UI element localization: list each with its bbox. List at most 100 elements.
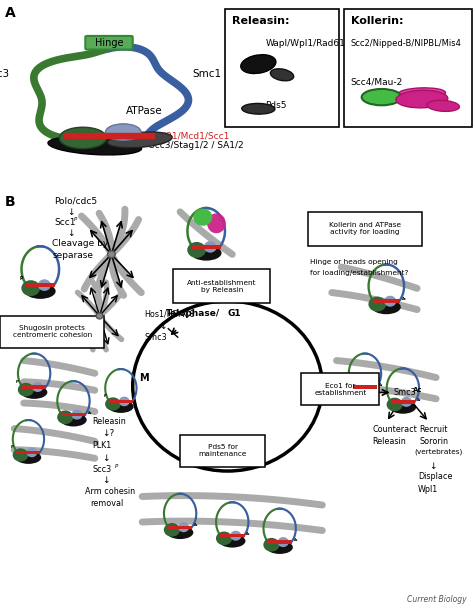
Ellipse shape [178, 522, 189, 532]
Text: Scc3/Stag1/2 / SA1/2: Scc3/Stag1/2 / SA1/2 [149, 141, 244, 150]
Text: Scc2/Nipped-B/NIPBL/Mis4: Scc2/Nipped-B/NIPBL/Mis4 [351, 39, 462, 48]
Text: Anti-establishment
by Releasin: Anti-establishment by Releasin [187, 280, 256, 293]
Ellipse shape [372, 300, 401, 314]
Ellipse shape [278, 537, 289, 547]
Ellipse shape [363, 382, 374, 392]
Text: Hinge or heads opening: Hinge or heads opening [310, 259, 398, 265]
Text: ↓?: ↓? [102, 429, 114, 438]
Text: Displace: Displace [418, 472, 453, 481]
Text: Counteract: Counteract [372, 425, 417, 434]
Ellipse shape [349, 383, 365, 396]
Ellipse shape [396, 90, 448, 108]
Ellipse shape [72, 410, 82, 419]
Text: Ac: Ac [194, 523, 199, 527]
Ellipse shape [266, 541, 293, 554]
Ellipse shape [191, 245, 221, 260]
Ellipse shape [187, 242, 206, 258]
Ellipse shape [60, 413, 87, 427]
Text: Kollerin and ATPase
activity for loading: Kollerin and ATPase activity for loading [329, 222, 401, 236]
Ellipse shape [105, 398, 121, 410]
Ellipse shape [207, 214, 226, 233]
Text: Eco1 for
establishment: Eco1 for establishment [314, 382, 366, 396]
FancyArrow shape [26, 283, 55, 287]
Text: Sororin: Sororin [419, 437, 448, 446]
Text: Ac: Ac [294, 538, 298, 542]
Text: Ac: Ac [402, 297, 407, 301]
Text: Scc4/Mau-2: Scc4/Mau-2 [351, 78, 403, 87]
Text: Smc3: Smc3 [393, 388, 416, 397]
Ellipse shape [21, 385, 47, 399]
Text: G2: G2 [220, 453, 235, 463]
FancyBboxPatch shape [308, 212, 422, 246]
Text: S: S [307, 390, 315, 399]
Ellipse shape [16, 451, 41, 464]
Ellipse shape [38, 279, 51, 291]
Ellipse shape [216, 532, 232, 545]
Ellipse shape [167, 526, 193, 539]
Ellipse shape [27, 447, 37, 457]
Ellipse shape [387, 398, 403, 412]
Text: Smc1: Smc1 [192, 69, 221, 79]
Ellipse shape [398, 88, 446, 98]
Text: Wapl/Wpl1/Rad61: Wapl/Wpl1/Rad61 [265, 39, 346, 48]
Text: ↓: ↓ [67, 208, 75, 217]
Text: Smc3: Smc3 [145, 333, 167, 342]
FancyArrow shape [168, 526, 192, 529]
Text: P: P [19, 277, 22, 282]
Ellipse shape [390, 401, 416, 414]
Ellipse shape [108, 400, 134, 413]
Ellipse shape [108, 132, 172, 148]
Text: ↓: ↓ [67, 229, 75, 238]
Ellipse shape [108, 251, 115, 258]
Ellipse shape [96, 313, 103, 319]
FancyBboxPatch shape [301, 373, 379, 405]
Text: $^P$: $^P$ [73, 217, 79, 226]
FancyBboxPatch shape [85, 36, 133, 50]
Ellipse shape [401, 397, 412, 407]
Text: ↓: ↓ [429, 462, 437, 470]
Ellipse shape [204, 241, 217, 253]
Text: B: B [5, 195, 15, 209]
FancyArrow shape [17, 451, 40, 454]
Text: Telophase/: Telophase/ [166, 310, 220, 318]
Text: Kollerin:: Kollerin: [351, 16, 403, 25]
Text: Polo/cdc5: Polo/cdc5 [55, 197, 98, 206]
Text: P: P [11, 446, 14, 449]
Text: ATPase: ATPase [126, 106, 162, 116]
Circle shape [362, 89, 401, 105]
Text: Rad21/Mcd1/Scc1: Rad21/Mcd1/Scc1 [149, 132, 230, 140]
Ellipse shape [59, 127, 107, 149]
FancyBboxPatch shape [180, 435, 265, 467]
Ellipse shape [18, 383, 34, 396]
Ellipse shape [241, 55, 276, 73]
Text: A: A [5, 6, 16, 20]
FancyArrow shape [373, 299, 400, 303]
Text: ↓: ↓ [159, 322, 166, 331]
Ellipse shape [242, 103, 275, 114]
Circle shape [193, 209, 212, 226]
Circle shape [133, 301, 322, 471]
Text: Pds5: Pds5 [265, 101, 287, 110]
Text: M: M [139, 373, 149, 382]
FancyArrow shape [267, 540, 292, 544]
Ellipse shape [264, 538, 280, 552]
Ellipse shape [105, 124, 141, 140]
Text: ↓: ↓ [102, 454, 109, 463]
Text: Ac: Ac [246, 532, 251, 536]
FancyBboxPatch shape [173, 270, 270, 303]
Text: separase: separase [52, 251, 93, 260]
Ellipse shape [368, 297, 386, 311]
Text: PLK1: PLK1 [92, 441, 112, 450]
FancyArrow shape [64, 134, 154, 138]
Ellipse shape [230, 531, 241, 541]
FancyArrow shape [22, 385, 46, 388]
Ellipse shape [119, 396, 130, 406]
Ellipse shape [32, 382, 43, 392]
Text: Wpl1: Wpl1 [418, 484, 438, 493]
FancyBboxPatch shape [344, 8, 472, 127]
Text: ↓: ↓ [102, 476, 109, 485]
FancyArrow shape [192, 245, 220, 249]
Ellipse shape [48, 137, 142, 155]
FancyBboxPatch shape [225, 8, 339, 127]
FancyArrow shape [391, 400, 415, 404]
